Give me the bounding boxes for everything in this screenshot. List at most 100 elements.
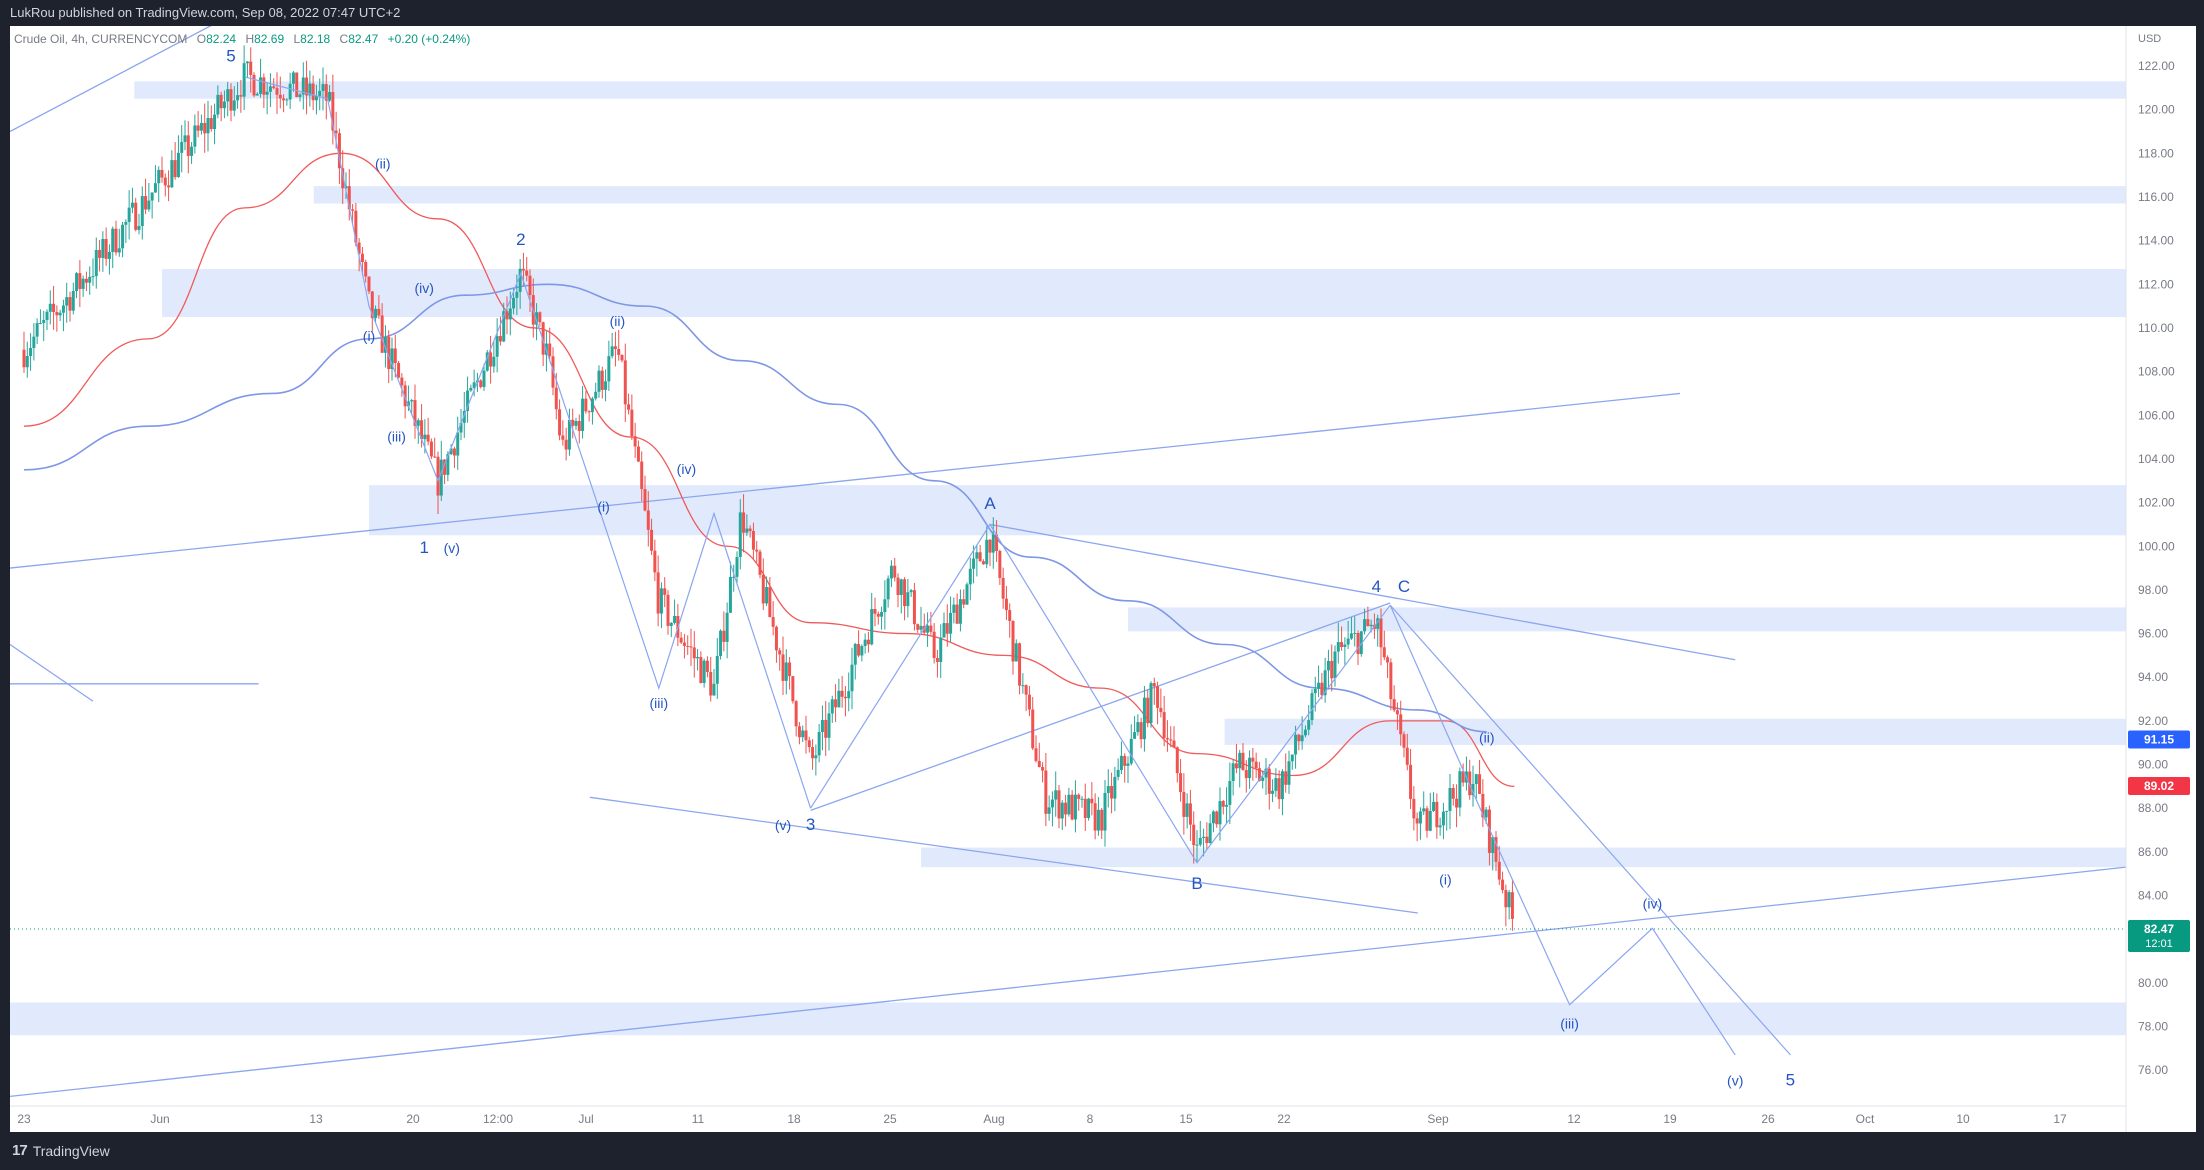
candle-body-289 <box>972 558 976 569</box>
price-tick-15: 92.00 <box>2138 714 2168 728</box>
candle-body-182 <box>620 354 624 361</box>
candle-body-163 <box>558 409 562 436</box>
candle-body-151 <box>518 268 522 292</box>
candle-body-324 <box>1087 798 1091 818</box>
tradingview-logo[interactable]: 17 TradingView <box>12 1132 110 1170</box>
candle-body-219 <box>742 512 746 533</box>
candle-body-53 <box>196 125 200 131</box>
candle-body-327 <box>1096 809 1100 831</box>
candle-body-7 <box>45 311 49 320</box>
time-axis[interactable]: 23 Jun 13 20 12:00 Jul 11 18 25 Aug 8 15 22 Sep 12 19 26… <box>10 1105 2196 1132</box>
candle-body-131 <box>452 448 456 456</box>
time-tick-11: 15 <box>1179 1112 1193 1126</box>
candle-body-326 <box>1093 803 1097 831</box>
candle-body-136 <box>469 387 473 391</box>
candle-body-390 <box>1303 729 1307 736</box>
candle-body-335 <box>1123 755 1127 766</box>
time-tick-0: 23 <box>17 1112 31 1126</box>
candle-body-18 <box>81 278 85 289</box>
candle-body-449 <box>1497 861 1501 880</box>
candle-body-167 <box>571 419 575 426</box>
candle-body-444 <box>1481 793 1485 818</box>
support-resistance-zones <box>10 81 2150 1036</box>
price-axis[interactable]: USD 122.00 120.00 118.00 116.00 114.00 112.00… <box>2125 26 2196 1106</box>
candle-body-178 <box>607 356 611 382</box>
candle-body-337 <box>1129 738 1133 764</box>
chart-frame[interactable]: 5 (ii) (iv) (i) (iii) 1 (v) 2 (ii) (i) (iv) (iii) (v… <box>9 21 2196 1132</box>
time-tick-9: Aug <box>983 1112 1004 1126</box>
high-value: 82.69 <box>254 32 284 46</box>
candle-body-308 <box>1034 748 1038 761</box>
candle-body-309 <box>1037 760 1041 767</box>
candle-body-264 <box>889 565 893 579</box>
candle-body-69 <box>249 61 253 75</box>
trend-line-1 <box>9 866 2127 1098</box>
candle-body-186 <box>633 436 637 447</box>
candle-body-190 <box>646 510 650 530</box>
candle-body-148 <box>508 308 512 320</box>
wave-label-17: C <box>1398 577 1410 596</box>
candle-body-46 <box>173 160 177 178</box>
candle-body-413 <box>1379 618 1383 648</box>
candle-body-258 <box>870 609 874 645</box>
candle-body-117 <box>406 401 410 407</box>
price-chart[interactable]: 5 (ii) (iv) (i) (iii) 1 (v) 2 (ii) (i) (iv) (iii) (v… <box>9 21 2196 1132</box>
candle-body-157 <box>538 312 542 323</box>
candle-body-212 <box>719 630 723 657</box>
candle-body-202 <box>686 645 690 647</box>
price-ticks: 122.00 120.00 118.00 116.00 114.00 112.00 110.… <box>2138 59 2175 1077</box>
candle-body-249 <box>840 690 844 697</box>
time-tick-12: 22 <box>1277 1112 1291 1126</box>
candle-body-195 <box>663 588 667 595</box>
candle-body-80 <box>285 99 289 101</box>
candle-body-17 <box>78 273 82 289</box>
candle-body-448 <box>1494 837 1498 862</box>
candle-body-203 <box>689 646 693 648</box>
candle-body-112 <box>390 348 394 370</box>
candle-body-423 <box>1412 798 1416 819</box>
candle-body-339 <box>1136 722 1140 733</box>
candle-body-412 <box>1376 618 1380 629</box>
candle-body-204 <box>692 647 696 659</box>
time-tick-10: 8 <box>1087 1112 1094 1126</box>
candle-body-362 <box>1211 811 1215 824</box>
candle-body-172 <box>587 411 591 413</box>
price-tick-2: 118.00 <box>2138 146 2174 160</box>
candle-body-301 <box>1011 620 1015 662</box>
candle-body-382 <box>1277 778 1281 800</box>
candle-body-282 <box>949 612 953 634</box>
candle-body-39 <box>150 192 154 201</box>
candle-body-263 <box>886 578 890 600</box>
wave-path-0 <box>244 76 812 809</box>
zone-5 <box>1224 718 2126 745</box>
candle-body-405 <box>1353 632 1357 634</box>
candle-body-75 <box>268 86 272 92</box>
zone-3 <box>369 485 2126 536</box>
wave-path-2 <box>1389 604 1736 1056</box>
candle-body-313 <box>1050 799 1054 808</box>
candle-body-193 <box>656 572 660 614</box>
candle-body-227 <box>768 587 772 618</box>
candle-body-334 <box>1119 755 1123 770</box>
candle-body-33 <box>130 202 134 208</box>
candle-body-81 <box>288 83 292 100</box>
close-value: 82.47 <box>348 32 378 46</box>
candle-body-315 <box>1057 790 1061 819</box>
candle-body-398 <box>1330 660 1334 679</box>
candle-body-386 <box>1290 754 1294 762</box>
time-tick-3: 20 <box>406 1112 420 1126</box>
candle-body-109 <box>380 315 384 353</box>
candle-body-77 <box>275 88 279 95</box>
candle-body-272 <box>916 624 920 630</box>
candle-body-325 <box>1090 798 1094 804</box>
candle-body-409 <box>1366 619 1370 627</box>
candle-body-430 <box>1435 801 1439 828</box>
candle-body-255 <box>860 646 864 656</box>
publisher-line: LukRou published on TradingView.com, Sep… <box>10 5 401 20</box>
candle-body-1 <box>25 356 29 368</box>
candle-body-188 <box>640 461 644 490</box>
price-tick-8: 106.00 <box>2138 408 2175 422</box>
candle-body-96 <box>337 133 341 169</box>
candle-body-266 <box>896 577 900 596</box>
currency-label: USD <box>2138 33 2161 45</box>
